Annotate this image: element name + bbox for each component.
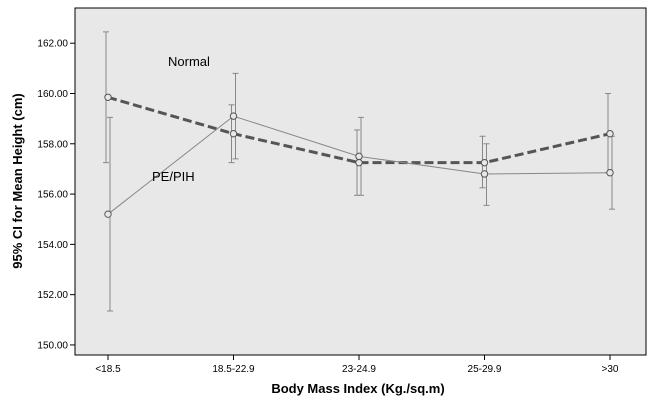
y-axis-title: 95% CI for Mean Height (cm) (10, 93, 25, 269)
data-point-pe-pih (229, 112, 238, 120)
x-tick-label: >30 (602, 364, 619, 375)
data-point-normal (606, 130, 614, 138)
y-tick-label: 154.00 (37, 240, 68, 251)
y-tick-label: 162.00 (37, 39, 68, 50)
y-tick-label: 160.00 (37, 89, 68, 100)
x-tick-label: 18.5-22.9 (212, 364, 255, 375)
x-tick-label: 23-24.9 (342, 364, 376, 375)
y-tick-label: 152.00 (37, 290, 68, 301)
data-point-normal (229, 130, 238, 138)
data-point-normal (104, 93, 112, 101)
x-tick-label: <18.5 (95, 364, 121, 375)
annotation-pe-pih: PE/PIH (152, 169, 195, 184)
y-tick-label: 150.00 (37, 340, 68, 351)
data-point-normal (480, 158, 489, 167)
y-axis: 150.00 152.00 154.00 156.00 158.00 160.00 162.… (37, 39, 75, 351)
x-axis: <18.5 18.5-22.9 23-24.9 25-29.9 >30 (95, 355, 619, 375)
x-axis-title: Body Mass Index (Kg./sq.m) (271, 381, 444, 396)
x-tick-label: 25-29.9 (468, 364, 502, 375)
annotation-normal: Normal (168, 54, 210, 69)
y-tick-label: 156.00 (37, 190, 68, 201)
data-point-pe-pih (606, 168, 614, 177)
data-point-pe-pih (480, 170, 489, 178)
data-point-normal (355, 158, 363, 167)
data-point-pe-pih (355, 152, 363, 161)
y-tick-label: 158.00 (37, 139, 68, 150)
data-markers (104, 93, 614, 218)
data-point-pe-pih (104, 210, 112, 218)
